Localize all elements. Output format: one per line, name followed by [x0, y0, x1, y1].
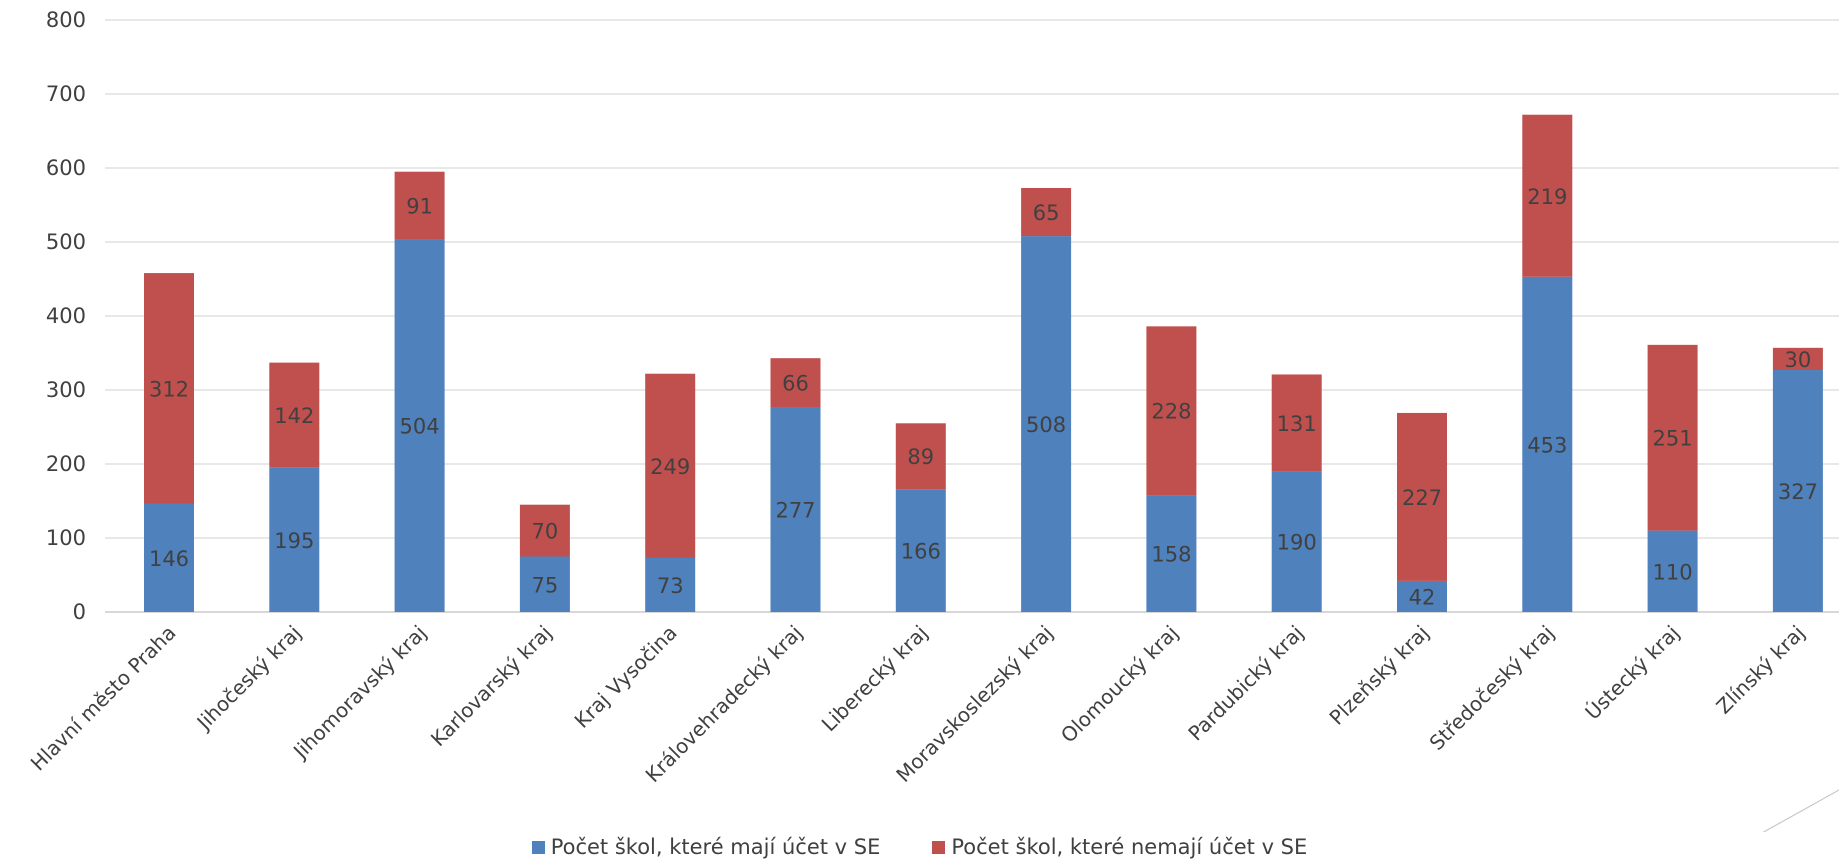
x-tick-label: Kraj Vysočina	[570, 621, 682, 733]
data-label: 166	[901, 540, 941, 564]
data-label: 75	[532, 573, 559, 597]
x-tick-label: Liberecký kraj	[817, 621, 933, 737]
x-axis: Hlavní město Praha Jihočeský krajJihomora…	[26, 621, 1810, 787]
bar-segment-without-account	[519, 504, 570, 557]
data-label: 110	[1653, 560, 1693, 584]
legend: Počet škol, které mají účet v SE Počet š…	[0, 832, 1839, 862]
data-label: 504	[400, 415, 440, 439]
y-tick-label: 100	[46, 526, 86, 550]
data-label: 190	[1277, 531, 1317, 555]
x-tick-label: Karlovarský kraj	[426, 621, 556, 751]
bar-segment-with-account	[895, 489, 946, 612]
bar-segment-with-account	[1647, 530, 1698, 612]
data-label: 131	[1277, 412, 1317, 436]
bars	[144, 114, 1823, 613]
bar-segment-with-account	[1397, 580, 1447, 612]
bar-segment-without-account	[1647, 344, 1698, 531]
bar-segment-without-account	[1397, 412, 1447, 581]
bar-segment-with-account	[645, 557, 696, 612]
bar-segment-with-account	[269, 467, 320, 612]
y-tick-label: 200	[46, 452, 86, 476]
bar-segment-with-account	[1021, 236, 1072, 612]
data-label: 30	[1785, 348, 1812, 372]
data-label: 327	[1778, 480, 1818, 504]
y-axis: 0 100 200 300 400 500 600 700 800	[46, 8, 86, 624]
bar-segment-with-account	[1522, 276, 1573, 612]
y-tick-label: 0	[73, 600, 86, 624]
y-tick-label: 600	[46, 156, 86, 180]
legend-item-without-account: Počet škol, které nemají účet v SE	[932, 835, 1307, 859]
legend-label: Počet škol, které nemají účet v SE	[951, 835, 1308, 859]
data-label: 219	[1527, 185, 1567, 209]
bar-segment-without-account	[1021, 187, 1072, 237]
decorative-corner-line	[1762, 789, 1839, 832]
bar-segment-without-account	[895, 423, 946, 490]
data-label: 227	[1402, 486, 1442, 510]
bar-segment-without-account	[1146, 326, 1197, 496]
stacked-bar-chart: 0 100 200 300 400 500 600 700 800 146 312 195 142 50…	[26, 8, 1839, 832]
x-tick-label: Pardubický kraj	[1183, 621, 1308, 746]
y-tick-label: 800	[46, 8, 86, 32]
y-tick-label: 300	[46, 378, 86, 402]
data-label: 195	[274, 529, 314, 553]
y-tick-label: 400	[46, 304, 86, 328]
x-tick-label: Hlavní město Praha	[26, 621, 181, 776]
bar-segment-with-account	[519, 556, 570, 612]
bar-segment-without-account	[645, 373, 696, 558]
data-label: 66	[782, 372, 809, 396]
bar-segment-without-account	[770, 358, 821, 408]
data-label: 70	[532, 520, 559, 544]
data-label: 65	[1033, 201, 1060, 225]
x-tick-label: Jihočeský kraj	[191, 621, 306, 736]
data-label: 42	[1409, 585, 1436, 609]
x-tick-label: Zlínský kraj	[1711, 621, 1809, 719]
bar-segment-without-account	[1772, 347, 1823, 371]
data-label: 228	[1151, 400, 1191, 424]
data-label: 142	[274, 404, 314, 428]
gridlines	[105, 19, 1839, 613]
x-tick-label: Olomoucký kraj	[1056, 621, 1183, 748]
bar-segment-without-account	[1271, 374, 1322, 472]
data-label: 249	[650, 455, 690, 479]
bar-segment-with-account	[1271, 471, 1322, 612]
bar-segment-with-account	[1772, 370, 1823, 612]
x-tick-label: Jihomoravský kraj	[287, 621, 431, 765]
y-tick-label: 500	[46, 230, 86, 254]
y-tick-label: 700	[46, 82, 86, 106]
legend-label: Počet škol, které mají účet v SE	[550, 835, 881, 859]
legend-swatch-red	[932, 840, 946, 854]
data-labels: 146 312 195 142 504 91 75 70 73 249 277 66 166 89 508 6…	[149, 185, 1818, 610]
x-tick-label: Plzeňský kraj	[1324, 621, 1433, 730]
data-label: 277	[775, 499, 815, 523]
data-label: 508	[1026, 413, 1066, 437]
x-tick-label: Středočeský kraj	[1425, 621, 1559, 755]
data-label: 73	[657, 574, 684, 598]
data-label: 453	[1527, 433, 1567, 457]
bar-segment-with-account	[394, 239, 445, 613]
bar-segment-with-account	[1146, 495, 1197, 612]
bar-segment-with-account	[144, 503, 194, 612]
bar-segment-without-account	[269, 362, 320, 468]
data-label: 312	[149, 378, 189, 402]
data-label: 251	[1653, 427, 1693, 451]
bar-segment-without-account	[1522, 114, 1573, 277]
data-label: 89	[907, 445, 934, 469]
legend-item-with-account: Počet škol, které mají účet v SE	[531, 835, 881, 859]
legend-swatch-blue	[531, 840, 545, 854]
bar-segment-without-account	[144, 273, 194, 504]
data-label: 158	[1151, 543, 1191, 567]
data-label: 146	[149, 547, 189, 571]
data-label: 91	[406, 194, 433, 218]
x-tick-label: Ústecký kraj	[1580, 621, 1684, 725]
bar-segment-without-account	[394, 171, 445, 240]
bar-segment-with-account	[770, 407, 821, 612]
